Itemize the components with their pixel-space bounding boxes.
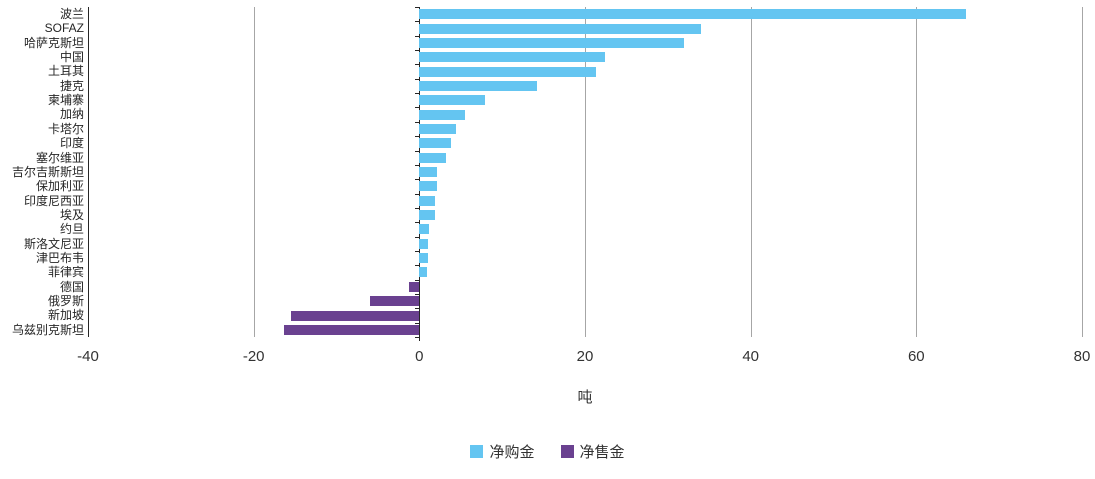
category-label: 菲律宾: [47, 265, 84, 280]
gridline-80: [1082, 7, 1083, 337]
legend-item: 净购金: [470, 441, 535, 462]
plot-left-border: [88, 7, 89, 337]
legend-swatch-icon: [560, 444, 574, 458]
category-label: 加纳: [59, 107, 84, 122]
category-tick: [415, 236, 420, 238]
category-tick: [415, 222, 420, 224]
x-tick-label-60: 60: [907, 348, 925, 365]
bar-net-purchase: [419, 210, 435, 220]
bar-net-purchase: [419, 253, 428, 264]
legend-item: 净售金: [560, 441, 625, 462]
bar-net-purchase: [419, 95, 485, 106]
category-label: 新加坡: [47, 308, 84, 323]
bar-net-sale: [290, 310, 420, 321]
category-tick: [415, 150, 420, 152]
gridline-40: [750, 7, 752, 337]
bar-net-purchase: [419, 181, 438, 192]
category-label: 中国: [59, 50, 84, 64]
category-tick: [415, 308, 420, 310]
category-label: 俄罗斯: [47, 294, 84, 308]
bar-net-purchase: [419, 124, 456, 134]
bar-net-sale: [369, 296, 420, 307]
category-tick: [415, 107, 420, 109]
category-tick: [415, 337, 420, 338]
category-label: 德国: [59, 279, 84, 294]
bar-net-purchase: [419, 238, 429, 249]
x-tick-label--40: -40: [77, 348, 99, 365]
category-tick: [415, 64, 420, 66]
gridline-60: [916, 7, 918, 337]
category-tick: [415, 7, 420, 8]
legend-swatch-icon: [470, 444, 484, 458]
x-tick-label-40: 40: [742, 348, 760, 365]
category-tick: [415, 265, 420, 267]
bar-net-purchase: [419, 23, 701, 34]
category-label: 乌兹别克斯坦: [11, 322, 84, 337]
category-label: 柬埔寨: [47, 93, 84, 108]
bar-net-purchase: [419, 80, 537, 91]
bar-net-sale: [409, 281, 420, 292]
category-tick: [415, 121, 420, 123]
category-label: 捷克: [59, 78, 84, 93]
category-label: 保加利亚: [35, 179, 84, 194]
category-label: 埃及: [59, 207, 84, 222]
legend-label: 净购金: [489, 443, 535, 461]
category-tick: [415, 193, 420, 195]
category-label: 津巴布韦: [35, 250, 84, 265]
category-tick: [415, 93, 420, 95]
category-tick: [415, 294, 420, 295]
gridline-20: [585, 7, 586, 337]
category-tick: [415, 78, 420, 80]
category-label: 印度: [59, 136, 84, 151]
category-tick: [415, 207, 420, 209]
legend-label: 净售金: [579, 443, 625, 461]
bar-net-purchase: [419, 195, 435, 206]
category-label: 塞尔维亚: [35, 150, 84, 165]
category-tick: [415, 164, 420, 166]
bar-net-purchase: [419, 9, 966, 20]
category-label: 土耳其: [47, 64, 84, 79]
bar-net-sale: [284, 324, 420, 335]
x-tick-label-0: 0: [415, 348, 424, 365]
category-tick: [415, 136, 420, 138]
legend: 净购金 净售金: [0, 441, 1095, 461]
gridline--20: [253, 7, 255, 337]
bar-net-purchase: [419, 152, 446, 163]
bar-net-purchase: [419, 138, 451, 149]
bar-net-purchase: [419, 167, 438, 177]
bar-net-purchase: [419, 109, 465, 120]
category-tick: [415, 21, 420, 23]
bar-net-purchase: [419, 37, 685, 48]
category-label: SOFAZ: [44, 21, 84, 36]
category-tick: [415, 250, 420, 252]
category-tick: [415, 50, 420, 51]
category-tick: [415, 179, 420, 181]
x-tick-label-80: 80: [1073, 348, 1091, 365]
category-label: 斯洛文尼亚: [23, 236, 84, 251]
x-tick-label-20: 20: [576, 348, 594, 365]
bar-net-purchase: [419, 224, 430, 235]
category-tick: [415, 35, 420, 37]
bar-net-purchase: [419, 52, 605, 63]
x-axis-title: 吨: [577, 389, 593, 406]
category-label: 哈萨克斯坦: [23, 35, 84, 50]
category-tick: [415, 322, 420, 324]
category-label: 吉尔吉斯斯坦: [11, 164, 84, 179]
x-tick-label--20: -20: [242, 348, 265, 365]
category-label: 印度尼西亚: [23, 193, 84, 208]
category-label: 卡塔尔: [47, 121, 84, 136]
bar-net-purchase: [419, 267, 427, 278]
bar-net-purchase: [419, 66, 596, 77]
category-label: 波兰: [59, 7, 84, 21]
category-label: 约旦: [59, 222, 84, 237]
category-tick: [415, 279, 420, 281]
